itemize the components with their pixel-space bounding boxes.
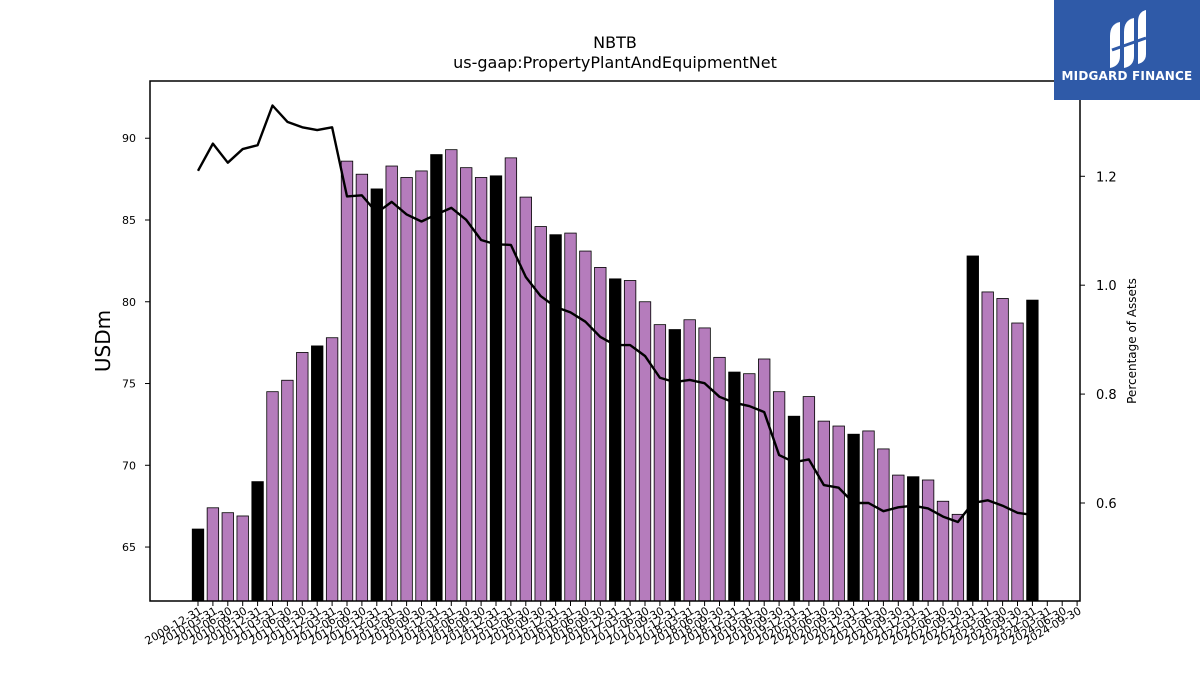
bar xyxy=(907,476,920,602)
y-right-tick-label: 0.8 xyxy=(1096,388,1117,403)
y-axis-label: USDm xyxy=(91,310,115,372)
bar xyxy=(638,301,652,602)
bar xyxy=(683,319,696,602)
bar xyxy=(251,481,264,602)
y-right-tick-label: 1.0 xyxy=(1096,279,1117,294)
bar xyxy=(802,396,816,602)
bars-layer xyxy=(191,149,1039,602)
bar xyxy=(653,324,667,602)
bar xyxy=(281,379,294,602)
y-tick-label: 75 xyxy=(122,378,136,391)
midgard-logo-icon xyxy=(1110,10,1147,68)
bar xyxy=(847,433,860,602)
bar xyxy=(758,358,771,602)
bar xyxy=(862,430,875,602)
bar xyxy=(772,391,786,602)
bar xyxy=(221,512,234,602)
logo-box: MIDGARD FINANCE xyxy=(1054,0,1200,100)
bar xyxy=(191,528,205,602)
y-right-tick-label: 0.6 xyxy=(1096,497,1117,512)
bar xyxy=(519,196,532,602)
bar xyxy=(728,371,741,602)
y-right-tick-label: 1.2 xyxy=(1096,170,1117,185)
bar xyxy=(430,154,443,602)
bar xyxy=(1011,322,1024,602)
bar xyxy=(534,226,547,602)
bar xyxy=(340,160,354,602)
bar xyxy=(832,425,845,602)
bar xyxy=(370,188,383,602)
chart-subtitle: us-gaap:PropertyPlantAndEquipmentNet xyxy=(453,53,777,72)
bar xyxy=(489,175,503,602)
bar xyxy=(817,420,830,602)
bar xyxy=(296,352,309,602)
bar xyxy=(877,448,890,602)
bar xyxy=(951,513,965,602)
bar xyxy=(504,157,518,602)
bar xyxy=(668,329,681,602)
bar xyxy=(966,255,979,602)
bar xyxy=(385,165,398,602)
bar xyxy=(311,345,324,602)
y-tick-label: 90 xyxy=(122,132,136,145)
bar xyxy=(415,170,428,602)
bar xyxy=(698,327,711,602)
y-axis-left: 65 70 75 80 85 90 xyxy=(122,132,150,554)
bar xyxy=(400,177,413,602)
logo-text: MIDGARD FINANCE xyxy=(1061,69,1193,83)
bar xyxy=(564,232,577,602)
bar xyxy=(787,415,801,602)
bar xyxy=(921,479,935,602)
y-tick-label: 85 xyxy=(122,214,136,227)
bar xyxy=(579,250,592,602)
bar xyxy=(609,278,622,602)
bar xyxy=(996,298,1009,602)
y-tick-label: 80 xyxy=(122,296,136,309)
bar xyxy=(549,234,562,602)
bar xyxy=(460,167,473,602)
bar xyxy=(325,337,339,602)
percentage-line xyxy=(196,104,1033,524)
bar xyxy=(266,391,279,602)
bar xyxy=(623,280,637,602)
y-axis-right-label: Percentage of Assets xyxy=(1125,278,1139,404)
y-tick-label: 65 xyxy=(122,541,136,554)
bar xyxy=(981,291,994,602)
bar xyxy=(594,267,607,602)
chart-title: NBTB xyxy=(593,33,637,52)
line-layer xyxy=(196,104,1033,524)
y-axis-right: 0.6 0.8 1.0 1.2 xyxy=(1080,170,1117,512)
x-axis: 2009-12-312010-03-312010-06-302010-09-30… xyxy=(143,601,1084,648)
bar xyxy=(892,474,905,602)
bar xyxy=(355,173,369,602)
bar xyxy=(1026,299,1039,602)
bar xyxy=(236,515,249,602)
bar xyxy=(206,507,220,602)
y-tick-label: 70 xyxy=(122,459,136,472)
bar xyxy=(445,149,458,602)
